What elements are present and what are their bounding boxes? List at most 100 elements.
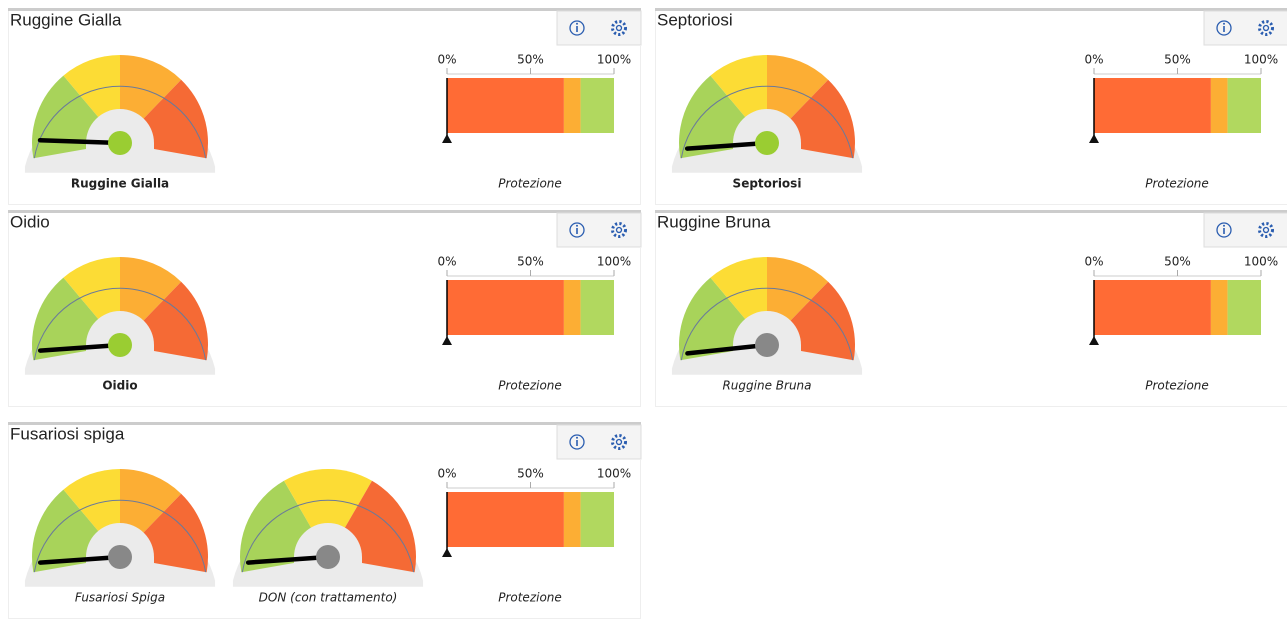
marker-triangle [442,134,452,143]
gauge: Ruggine Gialla [24,55,216,191]
marker-triangle [442,548,452,557]
protection-segment [580,78,614,133]
gauge-hub [86,311,154,353]
info-button[interactable] [569,20,585,36]
panel-title: Fusariosi spiga [10,424,125,443]
tick-label: 0% [1084,255,1103,269]
gauge: Oidio [24,257,216,393]
protection-label: Protezione [498,177,562,191]
tick-label: 50% [517,467,544,481]
protection-segment [1094,280,1211,335]
protection-label: Protezione [1145,177,1209,191]
protection-segment [580,492,614,547]
panel-top-border [655,8,1287,11]
panel-title: Septoriosi [657,10,733,29]
info-button[interactable] [1216,222,1232,238]
panel-top-border [8,422,641,425]
gauge: Ruggine Bruna [671,257,863,393]
protection-segment [563,78,581,133]
tick-label: 100% [597,53,631,67]
protection-segment [447,280,564,335]
settings-button[interactable] [611,434,627,450]
gauge: Fusariosi Spiga [24,469,216,605]
tick-label: 100% [1244,255,1278,269]
gear-teeth [611,222,627,238]
gauge-label: Oidio [102,379,137,393]
panel: Fusariosi spiga Fusariosi Spiga DON (con t… [8,422,642,619]
gauge-hub [294,523,362,565]
gear-teeth [611,434,627,450]
info-icon-dot [576,224,578,227]
gauge-rim [680,85,854,159]
gauge-rim [241,499,415,573]
settings-button[interactable] [1258,222,1274,238]
gauge-label: Septoriosi [733,177,802,191]
gauge-needle [245,554,331,565]
protection-segment [1210,280,1228,335]
toolbar [1203,10,1287,46]
gauge-needle [37,342,123,353]
gauge-rim [33,499,207,573]
protection-segment [447,78,564,133]
tick-label: 100% [1244,53,1278,67]
info-button[interactable] [1216,20,1232,36]
gauge-needle [37,137,123,146]
panel-title: Ruggine Bruna [657,212,771,231]
gauge-knob [316,545,340,569]
tick-label: 100% [597,467,631,481]
protection-segment [1210,78,1228,133]
marker-triangle [1089,336,1099,345]
tick-label: 100% [597,255,631,269]
gauge-rim [33,287,207,361]
info-icon [569,20,585,36]
gear-teeth [611,20,627,36]
protection-segment [580,280,614,335]
tick-label: 50% [1164,53,1191,67]
protection-segment [563,492,581,547]
info-icon-dot [576,22,578,25]
protection-segment [1227,78,1261,133]
info-icon-dot [576,436,578,439]
marker-triangle [442,336,452,345]
protection-label: Protezione [498,591,562,605]
gear-hub [615,226,623,234]
tick-label: 0% [437,255,456,269]
gauge-rim [680,287,854,361]
gauge-hub [733,109,801,151]
info-button[interactable] [569,434,585,450]
gear-hub [1262,24,1270,32]
gauge-knob [108,333,132,357]
protection-segment [1094,78,1211,133]
toolbar [556,212,642,248]
panel-title: Oidio [10,212,50,231]
protection-segment [447,492,564,547]
gauge-knob [755,131,779,155]
tick-label: 0% [437,53,456,67]
settings-button[interactable] [611,20,627,36]
settings-button[interactable] [611,222,627,238]
settings-button[interactable] [1258,20,1274,36]
gauge-label: Ruggine Gialla [71,177,169,191]
panel-top-border [8,210,641,213]
panel-top-border [8,8,641,11]
protection-segment [1227,280,1261,335]
tick-label: 50% [517,53,544,67]
gauge-needle [685,342,770,356]
tick-label: 50% [517,255,544,269]
panel: Septoriosi Septoriosi 0% 50% 100% Protezione [655,8,1287,205]
tick-label: 0% [1084,53,1103,67]
info-button[interactable] [569,222,585,238]
panel: Ruggine Gialla Ruggine Gialla 0% 50% 100% Pro… [8,8,642,205]
protection-segment [563,280,581,335]
gear-hub [1262,226,1270,234]
gauge-knob [108,545,132,569]
gear-hub [615,24,623,32]
info-icon [569,222,585,238]
gear-hub [615,438,623,446]
gauge-needle [37,554,123,565]
panel: Oidio Oidio 0% 50% 100% Protezione [8,210,642,407]
tick-label: 50% [1164,255,1191,269]
panel-title: Ruggine Gialla [10,10,122,29]
gauge-label: Fusariosi Spiga [75,591,165,605]
